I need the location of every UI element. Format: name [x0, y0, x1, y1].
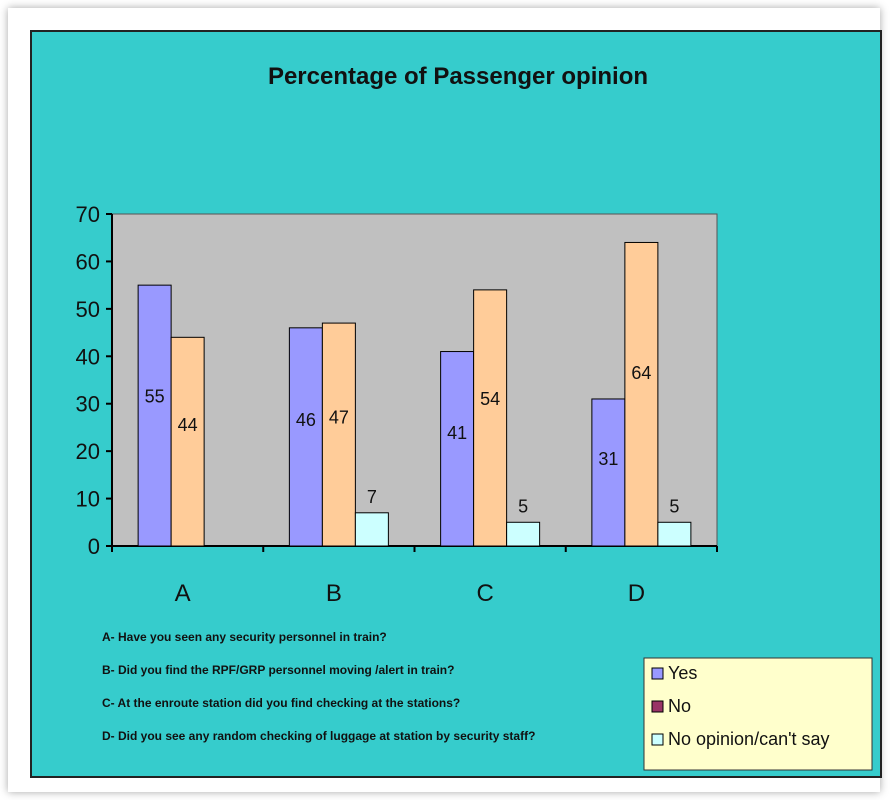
legend-box [643, 657, 873, 771]
data-label: 7 [367, 487, 377, 507]
y-tick-label: 0 [88, 534, 100, 559]
data-label: 31 [598, 449, 618, 469]
data-label: 5 [518, 496, 528, 516]
y-tick-label: 30 [76, 392, 100, 417]
legend-label: Yes [668, 663, 697, 683]
y-tick-label: 70 [76, 202, 100, 227]
bar-no-c [473, 289, 508, 547]
bar-no-b [321, 322, 356, 547]
bar-no-opinion-can-t-say-c [506, 521, 541, 547]
footnote-line: A- Have you seen any security personnel … [102, 630, 387, 644]
legend-swatch [651, 700, 664, 713]
legend-label: No opinion/can't say [668, 729, 830, 749]
plot-area: 0 10 20 30 40 50 60 70 55 44 A 46 47 7 B 41 54 5 C 31 64 5 D [76, 202, 718, 607]
chart-panel: Percentage of Passenger opinion 0 10 20 30 4… [30, 30, 882, 778]
bar-no-d [624, 241, 659, 547]
legend-label: No [668, 696, 691, 716]
data-label: 47 [329, 407, 349, 427]
x-category-label: D [628, 580, 645, 607]
category-footnotes: A- Have you seen any security personnel … [102, 630, 535, 743]
bar-yes-d [591, 398, 626, 547]
y-tick-label: 40 [76, 344, 100, 369]
data-label: 41 [447, 423, 467, 443]
data-label: 44 [178, 415, 198, 435]
x-category-label: B [326, 580, 342, 607]
bar-yes-c [440, 351, 475, 547]
data-label: 55 [145, 387, 165, 407]
legend-swatch [651, 733, 664, 746]
bar-yes-b [288, 327, 323, 547]
bar-no-a [170, 336, 205, 547]
bar-no-opinion-can-t-say-d [657, 521, 692, 547]
data-label: 5 [669, 496, 679, 516]
y-tick-label: 50 [76, 297, 100, 322]
bar-chart: Percentage of Passenger opinion 0 10 20 30 4… [76, 63, 873, 771]
data-label: 64 [631, 363, 651, 383]
bar-yes-a [137, 284, 172, 547]
chart-title: Percentage of Passenger opinion [268, 63, 648, 90]
legend: Yes No No opinion/can't say [643, 657, 873, 771]
y-tick-label: 10 [76, 487, 100, 512]
x-category-label: C [476, 580, 493, 607]
data-label: 54 [480, 389, 500, 409]
y-tick-label: 20 [76, 439, 100, 464]
y-tick-label: 60 [76, 249, 100, 274]
bar-no-opinion-can-t-say-b [354, 512, 389, 547]
data-label: 46 [296, 410, 316, 430]
footnote-line: C- At the enroute station did you find c… [102, 696, 460, 710]
x-category-label: A [175, 580, 191, 607]
footnote-line: D- Did you see any random checking of lu… [102, 729, 535, 743]
footnote-line: B- Did you find the RPF/GRP personnel mo… [102, 663, 454, 677]
legend-swatch [651, 667, 664, 680]
